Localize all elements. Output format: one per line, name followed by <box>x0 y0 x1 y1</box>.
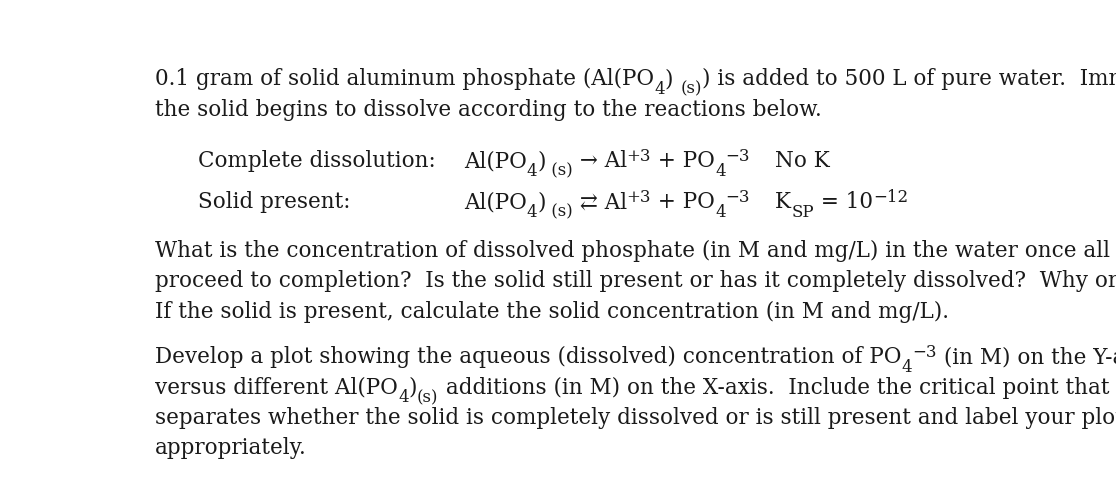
Text: → Al: → Al <box>573 150 627 172</box>
Text: (s): (s) <box>417 388 439 405</box>
Text: Al(PO: Al(PO <box>464 191 527 213</box>
Text: ) is added to 500 L of pure water.  Immediately: ) is added to 500 L of pure water. Immed… <box>702 68 1116 90</box>
Text: −3: −3 <box>912 343 936 360</box>
Text: 4: 4 <box>398 388 408 405</box>
Text: ): ) <box>537 150 546 172</box>
Text: SP: SP <box>791 203 814 220</box>
Text: proceed to completion?  Is the solid still present or has it completely dissolve: proceed to completion? Is the solid stil… <box>155 270 1116 292</box>
Text: 4: 4 <box>715 203 725 220</box>
Text: 4: 4 <box>527 162 537 179</box>
Text: + PO: + PO <box>652 150 715 172</box>
Text: Al(PO: Al(PO <box>464 150 527 172</box>
Text: If the solid is present, calculate the solid concentration (in M and mg/L).: If the solid is present, calculate the s… <box>155 300 949 322</box>
Text: ): ) <box>665 68 680 90</box>
Text: additions (in M) on the X-axis.  Include the critical point that: additions (in M) on the X-axis. Include … <box>439 376 1109 398</box>
Text: 0.1 gram of solid aluminum phosphate (Al(PO: 0.1 gram of solid aluminum phosphate (Al… <box>155 68 654 90</box>
Text: −3: −3 <box>725 189 750 205</box>
Text: ): ) <box>537 191 546 213</box>
Text: (in M) on the Y-axis: (in M) on the Y-axis <box>936 346 1116 368</box>
Text: 4: 4 <box>902 358 912 375</box>
Text: appropriately.: appropriately. <box>155 437 307 458</box>
Text: +3: +3 <box>627 147 652 165</box>
Text: ): ) <box>408 376 417 398</box>
Text: K: K <box>776 191 791 213</box>
Text: Complete dissolution:: Complete dissolution: <box>199 150 436 172</box>
Text: What is the concentration of dissolved phosphate (in M and mg/L) in the water on: What is the concentration of dissolved p… <box>155 240 1116 262</box>
Text: + PO: + PO <box>652 191 715 213</box>
Text: 4: 4 <box>527 203 537 220</box>
Text: 4: 4 <box>654 81 665 97</box>
Text: −3: −3 <box>725 147 750 165</box>
Text: = 10: = 10 <box>814 191 873 213</box>
Text: separates whether the solid is completely dissolved or is still present and labe: separates whether the solid is completel… <box>155 406 1116 428</box>
Text: Develop a plot showing the aqueous (dissolved) concentration of PO: Develop a plot showing the aqueous (diss… <box>155 346 902 368</box>
Text: (s): (s) <box>680 81 702 97</box>
Text: (s): (s) <box>546 203 573 220</box>
Text: versus different Al(PO: versus different Al(PO <box>155 376 398 398</box>
Text: (s): (s) <box>546 162 573 179</box>
Text: the solid begins to dissolve according to the reactions below.: the solid begins to dissolve according t… <box>155 99 821 120</box>
Text: Solid present:: Solid present: <box>199 191 350 213</box>
Text: 4: 4 <box>715 162 725 179</box>
Text: ⇄ Al: ⇄ Al <box>573 191 627 213</box>
Text: No K: No K <box>776 150 830 172</box>
Text: −12: −12 <box>873 189 908 205</box>
Text: +3: +3 <box>627 189 652 205</box>
